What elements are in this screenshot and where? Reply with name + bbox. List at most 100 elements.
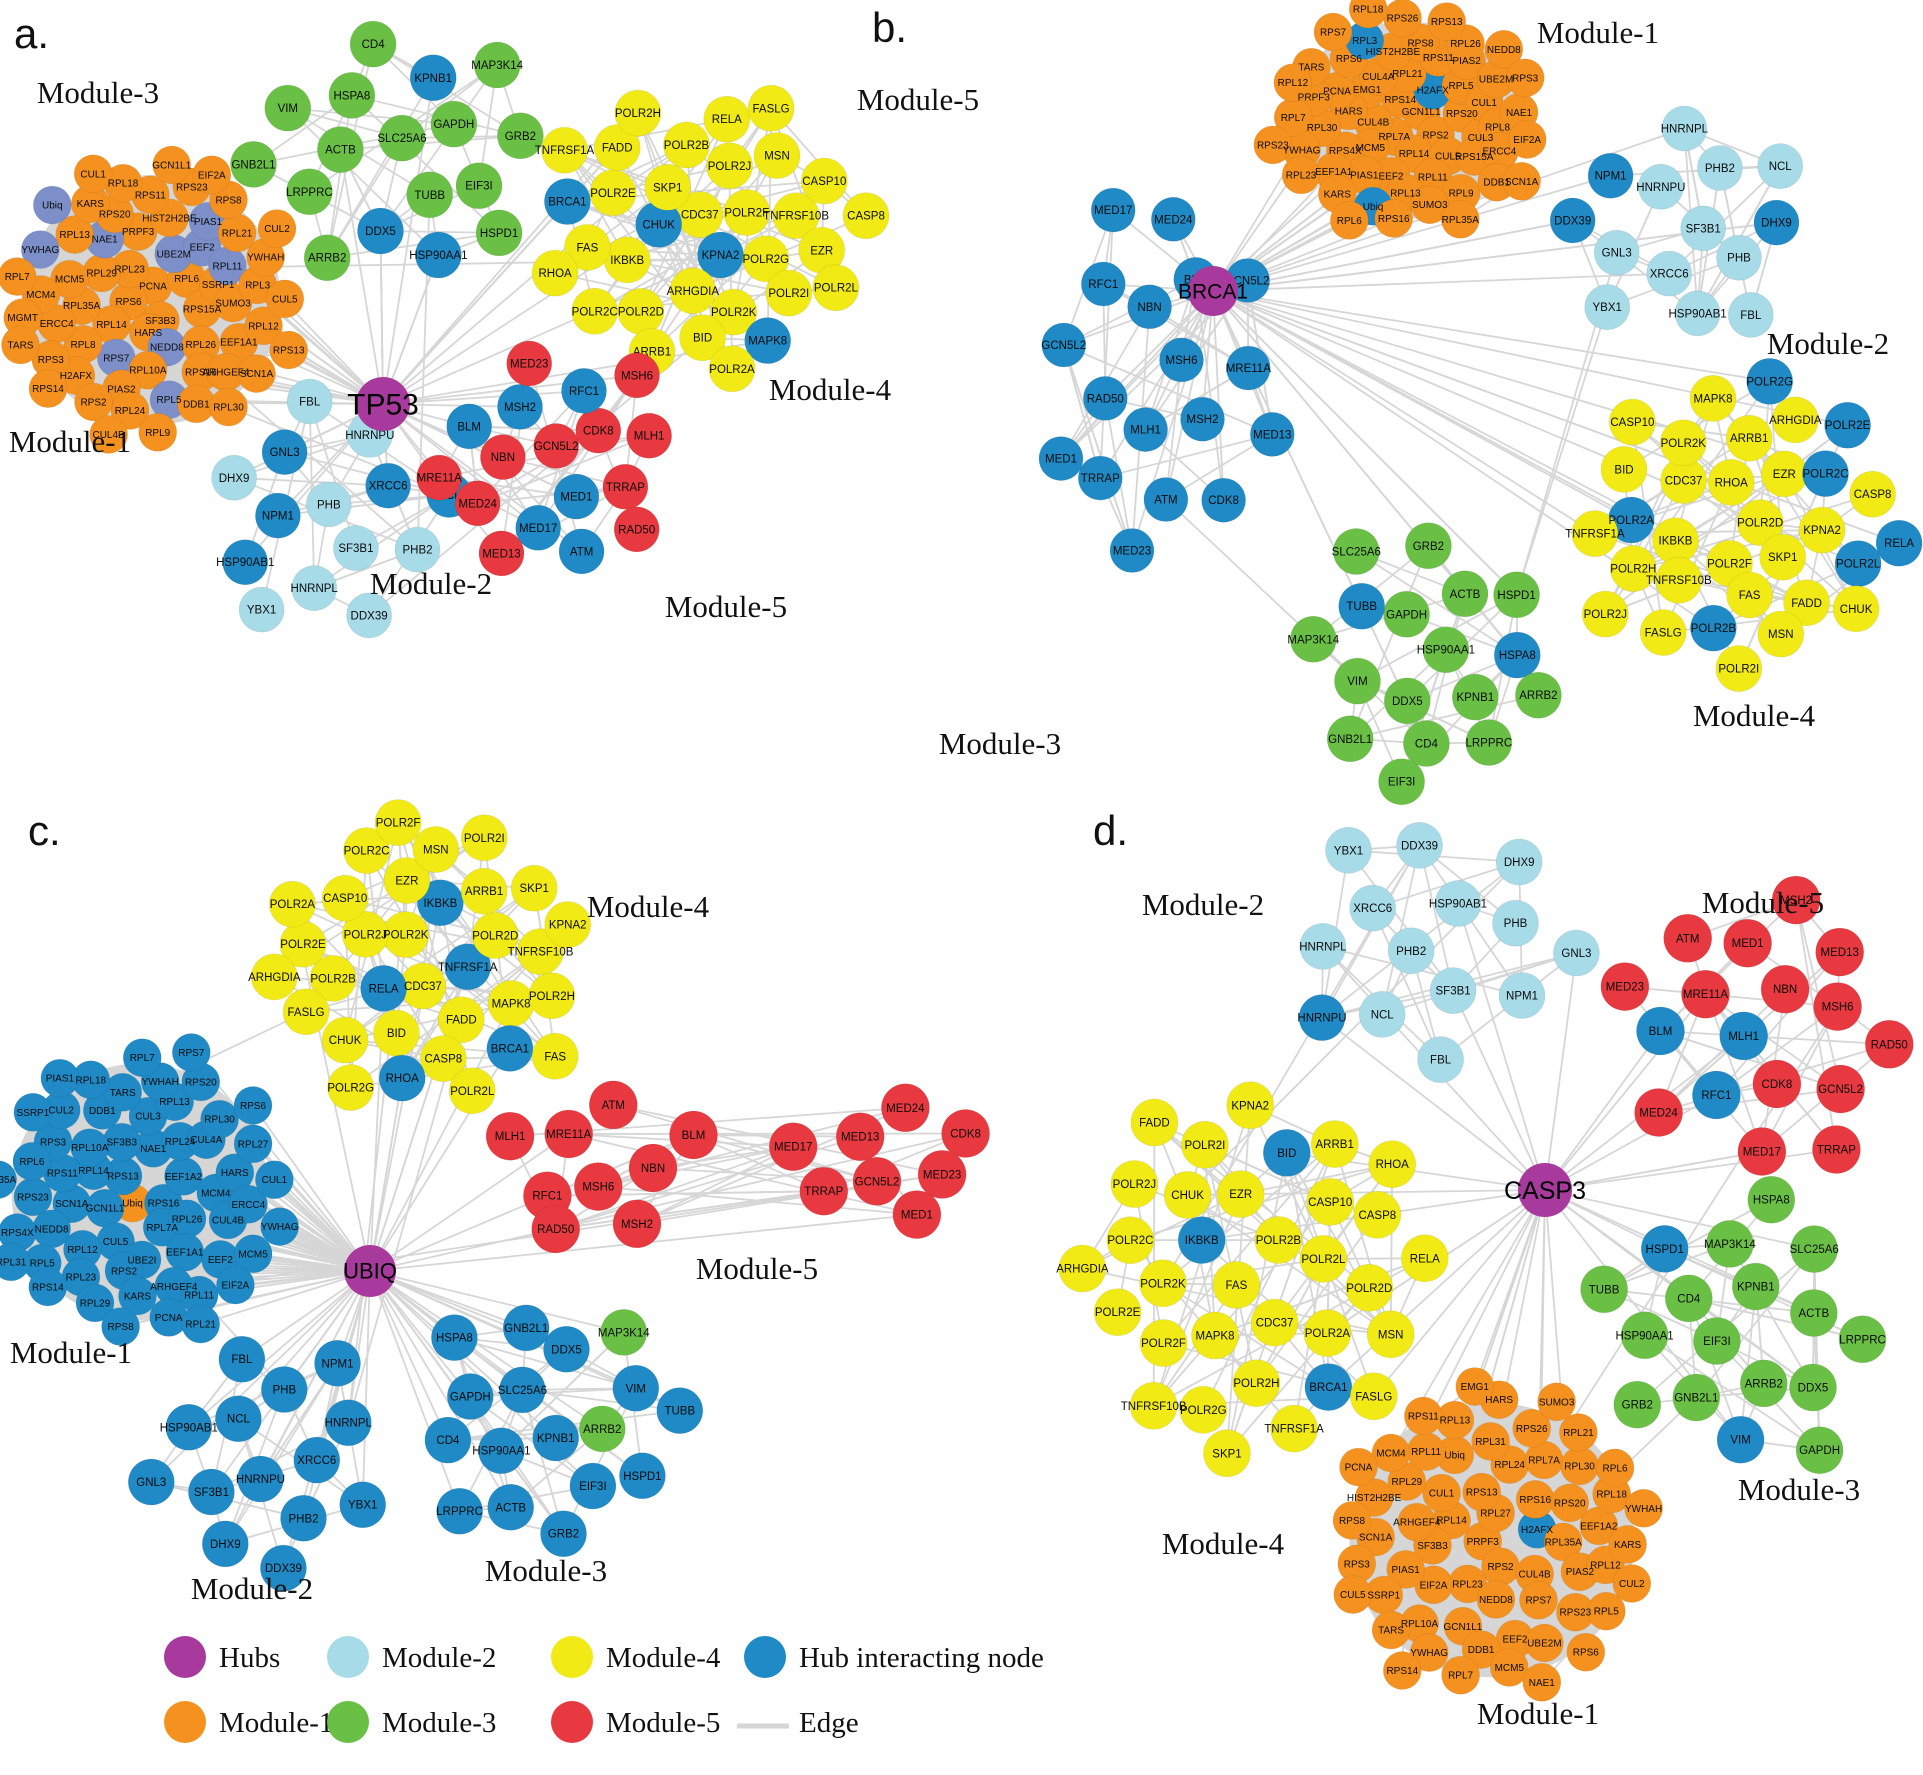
network-node	[528, 972, 576, 1020]
network-node	[446, 1373, 494, 1420]
network-node	[1333, 1575, 1373, 1614]
legend-swatch-module-2	[327, 1636, 369, 1678]
network-edge	[1544, 1189, 1571, 1504]
network-node	[1338, 582, 1385, 630]
network-edge	[1152, 1193, 1242, 1407]
network-node	[460, 867, 508, 915]
network-node	[742, 235, 790, 283]
network-node	[473, 41, 521, 89]
network-node	[378, 1054, 426, 1102]
network-edge	[554, 1145, 795, 1230]
network-node	[1849, 470, 1896, 518]
network-edge	[1544, 1150, 1763, 1191]
network-node	[1759, 533, 1806, 581]
network-node	[1665, 1274, 1713, 1323]
network-node	[1304, 1363, 1353, 1411]
network-edge	[1544, 1148, 1838, 1191]
network-node	[703, 95, 751, 143]
network-edge	[1371, 907, 1442, 1061]
network-node	[293, 1436, 341, 1484]
network-edge	[1739, 1285, 1757, 1441]
network-node	[286, 378, 333, 425]
network-node	[706, 142, 753, 190]
network-edge	[382, 403, 578, 498]
network-edge	[276, 494, 451, 517]
network-node	[1181, 1121, 1229, 1169]
panel-letter: c.	[28, 807, 61, 854]
hub-label: CASP3	[1504, 1177, 1586, 1205]
network-node	[1383, 0, 1422, 38]
module-label: Module-4	[1693, 698, 1816, 733]
network-edge	[1687, 1297, 1742, 1441]
network-node	[264, 84, 312, 132]
network-edge	[313, 494, 451, 589]
network-edge	[382, 389, 585, 405]
network-node	[406, 171, 454, 219]
network-node	[1, 325, 40, 365]
panel-letter: b.	[872, 4, 907, 51]
network-node	[593, 124, 641, 171]
network-node	[1723, 918, 1772, 968]
network-node	[1409, 1633, 1449, 1672]
network-node	[1371, 1610, 1411, 1650]
network-edge	[1212, 290, 1808, 604]
network-node	[1550, 1483, 1589, 1523]
network-node	[1492, 899, 1539, 947]
network-edge	[469, 1395, 594, 1487]
network-node	[1753, 199, 1800, 246]
network-node	[1519, 1580, 1558, 1620]
network-node	[192, 155, 232, 195]
network-node	[1254, 1216, 1303, 1264]
network-edge	[1212, 290, 1225, 502]
network-edge	[1062, 344, 1274, 436]
network-node	[1600, 446, 1648, 493]
network-edge	[1695, 1248, 1816, 1399]
network-edge	[326, 137, 403, 259]
network-node	[626, 412, 672, 459]
network-edge	[554, 1190, 825, 1230]
network-node	[1490, 1648, 1529, 1687]
network-node	[419, 1035, 467, 1082]
network-edge	[252, 1104, 371, 1272]
network-edge	[1212, 290, 1771, 383]
network-node	[349, 20, 397, 68]
network-node	[1368, 1140, 1416, 1188]
network-node	[233, 1086, 273, 1125]
network-node	[679, 314, 726, 362]
network-node	[544, 901, 592, 948]
network-node	[1455, 1367, 1495, 1406]
network-node	[1093, 1288, 1142, 1336]
network-node	[1624, 1489, 1663, 1528]
network-node	[1081, 261, 1126, 307]
network-edge	[379, 64, 499, 232]
legend-label: Hub interacting node	[799, 1642, 1044, 1674]
network-node	[1349, 884, 1396, 932]
network-node	[602, 463, 649, 510]
network-node	[1417, 1036, 1464, 1083]
network-node	[415, 231, 462, 279]
network-node	[1737, 1127, 1787, 1176]
network-node	[1747, 1175, 1796, 1224]
network-node	[485, 1111, 535, 1161]
network-node	[1374, 199, 1413, 238]
network-node	[1824, 401, 1871, 449]
network-node	[1038, 436, 1084, 481]
network-node	[122, 1038, 162, 1077]
network-node	[1465, 719, 1513, 766]
network-node	[1179, 1386, 1228, 1434]
network-node	[215, 1395, 262, 1442]
network-node	[280, 1495, 327, 1542]
hub-node	[356, 377, 410, 431]
network-edge	[1457, 902, 1546, 1191]
network-node	[1692, 1070, 1741, 1120]
network-node	[1290, 615, 1337, 663]
network-node	[1652, 517, 1699, 565]
network-node	[486, 1025, 534, 1072]
network-node	[28, 369, 68, 408]
network-node	[82, 253, 121, 293]
network-node	[1201, 477, 1246, 523]
module-label: Module-4	[769, 372, 892, 407]
network-node	[1383, 1651, 1422, 1690]
network-node	[1226, 1081, 1274, 1130]
network-node	[531, 1204, 581, 1254]
